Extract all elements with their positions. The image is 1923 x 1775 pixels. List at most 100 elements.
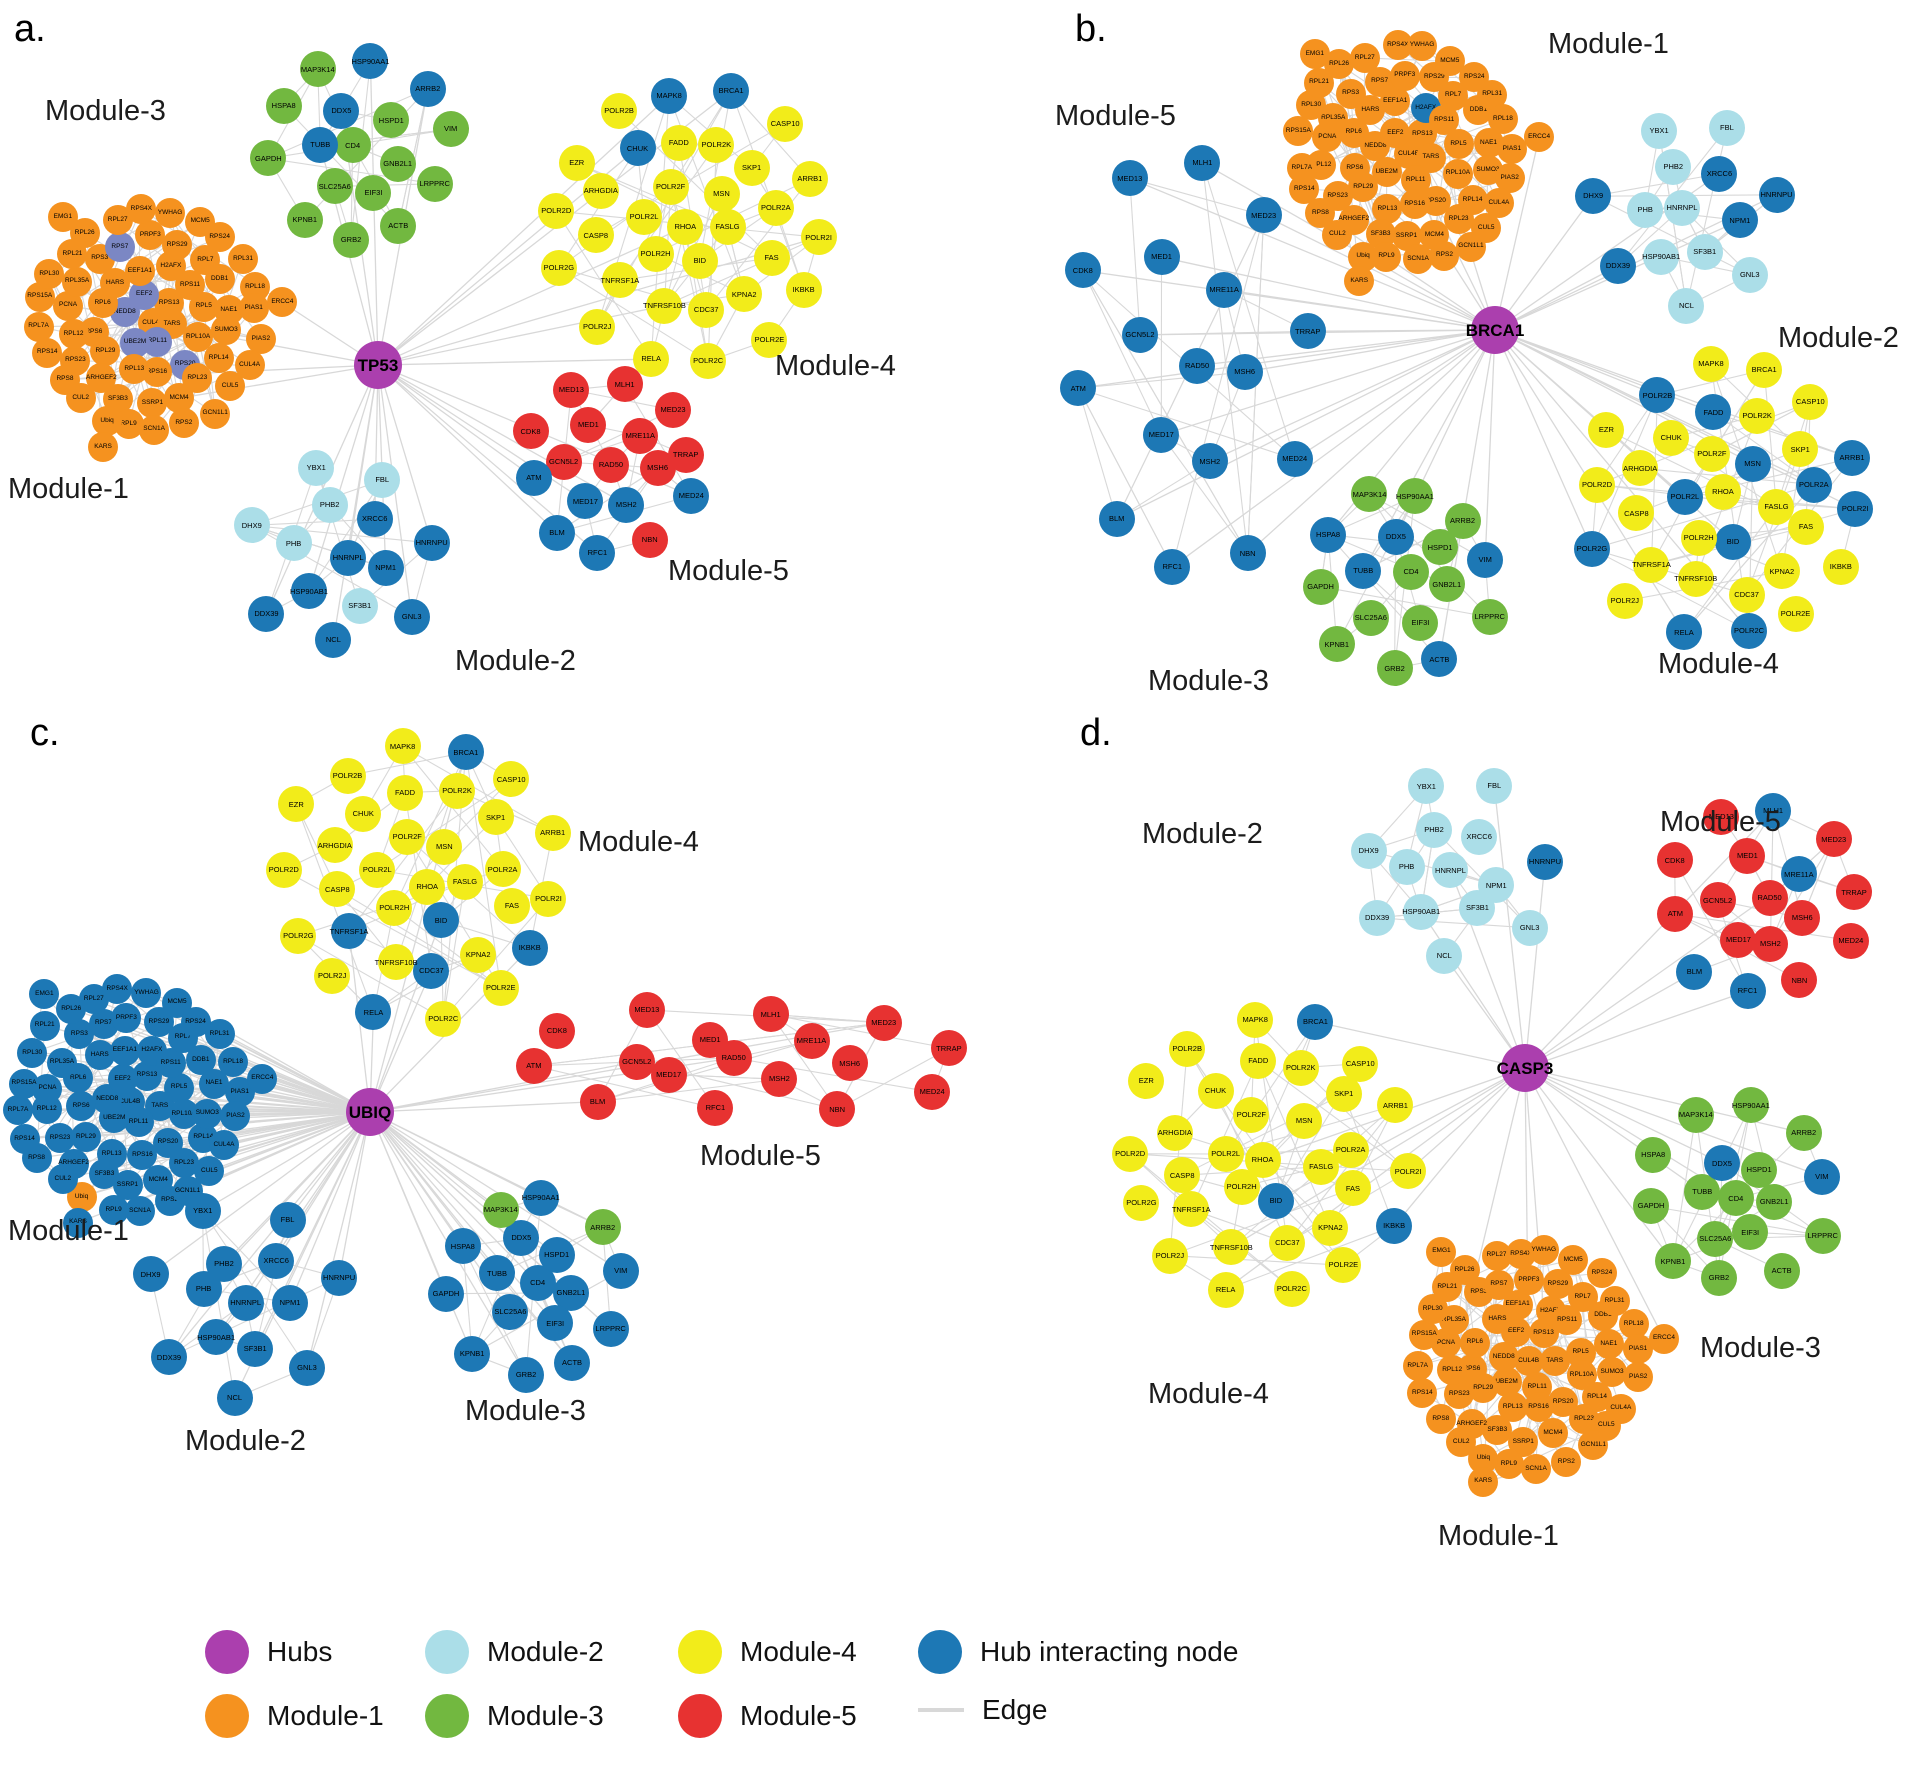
gene-node[interactable]: GAPDH — [427, 1275, 464, 1312]
hub-TP53[interactable]: TP53 — [354, 341, 402, 389]
hub-CASP3[interactable]: CASP3 — [1497, 1044, 1553, 1092]
gene-node[interactable]: RPL26 — [1449, 1255, 1480, 1286]
gene-node[interactable]: RPL10A — [1442, 158, 1473, 189]
gene-node[interactable]: XRCC6 — [1701, 155, 1738, 192]
gene-node[interactable]: RPS16 — [1399, 188, 1430, 219]
gene-node[interactable]: MAP3K14 — [1677, 1097, 1714, 1134]
gene-node[interactable]: CD4 — [1717, 1180, 1754, 1217]
gene-node[interactable]: RAD50 — [1751, 879, 1788, 916]
gene-node[interactable]: ARRB2 — [584, 1209, 621, 1246]
gene-node[interactable]: RPL7A — [1402, 1350, 1433, 1381]
gene-node[interactable]: EEF2 — [107, 1064, 138, 1095]
gene-node[interactable]: RPL29 — [70, 1122, 101, 1153]
gene-node[interactable]: MED23 — [655, 391, 692, 428]
gene-node[interactable]: SCN1A — [139, 414, 170, 445]
gene-node[interactable]: NCL — [1668, 288, 1705, 325]
gene-node[interactable]: GRB2 — [333, 221, 370, 258]
gene-node[interactable]: POLR2L — [1207, 1136, 1244, 1172]
gene-node[interactable]: NBN — [631, 521, 668, 558]
gene-node[interactable]: UBE2M — [120, 327, 151, 358]
gene-node[interactable]: RPS6 — [66, 1090, 97, 1121]
gene-node[interactable]: SLC25A6 — [316, 168, 353, 205]
gene-node[interactable]: RPS8 — [1425, 1404, 1456, 1435]
gene-node[interactable]: ATM — [1060, 370, 1097, 407]
gene-node[interactable]: MRE11A — [622, 417, 659, 454]
gene-node[interactable]: HNRNPL — [330, 540, 367, 577]
gene-node[interactable]: POLR2A — [484, 851, 521, 888]
gene-node[interactable]: LRPPRC — [1804, 1217, 1841, 1254]
gene-node[interactable]: YBX1 — [184, 1192, 221, 1229]
gene-node[interactable]: MSH6 — [1784, 899, 1821, 936]
gene-node[interactable]: ERCC4 — [1648, 1323, 1679, 1354]
gene-node[interactable]: BID — [681, 242, 718, 279]
gene-node[interactable]: MED17 — [650, 1056, 687, 1093]
gene-node[interactable]: POLR2C — [1273, 1270, 1310, 1307]
gene-node[interactable]: SLC25A6 — [492, 1293, 529, 1330]
gene-node[interactable]: GNB2L1 — [1428, 566, 1465, 603]
gene-node[interactable]: MCM4 — [1537, 1417, 1568, 1448]
gene-node[interactable]: MRE11A — [1206, 271, 1243, 308]
gene-node[interactable]: POLR2H — [1223, 1168, 1260, 1205]
gene-node[interactable]: HNRNPL — [227, 1284, 264, 1321]
gene-node[interactable]: EZR — [558, 145, 595, 182]
gene-node[interactable]: HNRNPU — [1758, 176, 1795, 213]
gene-node[interactable]: BLM — [1098, 501, 1135, 538]
gene-node[interactable]: RPS15A — [9, 1068, 40, 1099]
gene-node[interactable]: RHOA — [1704, 474, 1741, 511]
gene-node[interactable]: RPS6 — [1339, 153, 1370, 183]
gene-node[interactable]: IKBKB — [1376, 1208, 1413, 1245]
gene-node[interactable]: RPL27 — [1349, 42, 1380, 73]
gene-node[interactable]: EIF3I — [355, 174, 392, 211]
gene-node[interactable]: CHUK — [1197, 1072, 1234, 1109]
gene-node[interactable]: FADD — [660, 125, 697, 162]
gene-node[interactable]: EZR — [1588, 411, 1625, 448]
gene-node[interactable]: CDK8 — [1656, 842, 1693, 879]
gene-node[interactable]: HSP90AB1 — [1402, 893, 1440, 930]
gene-node[interactable]: MRE11A — [1780, 856, 1817, 893]
gene-node[interactable]: EEF1A1 — [124, 255, 155, 286]
gene-node[interactable]: PHB — [275, 525, 312, 562]
gene-node[interactable]: CD4 — [334, 127, 371, 164]
gene-node[interactable]: ARRB1 — [1834, 440, 1871, 477]
gene-node[interactable]: RPL7A — [3, 1095, 34, 1126]
gene-node[interactable]: MSN — [1286, 1102, 1323, 1139]
gene-node[interactable]: POLR2D — [1112, 1135, 1149, 1172]
gene-node[interactable]: GRB2 — [1376, 650, 1413, 687]
gene-node[interactable]: RAD50 — [1179, 347, 1216, 384]
gene-node[interactable]: RPL7A — [23, 311, 54, 342]
gene-node[interactable]: GAPDH — [1633, 1188, 1670, 1225]
gene-node[interactable]: RHOA — [667, 208, 704, 245]
gene-node[interactable]: RPL31 — [204, 1019, 235, 1050]
gene-node[interactable]: CDC37 — [688, 291, 725, 328]
gene-node[interactable]: EMG1 — [47, 202, 78, 233]
gene-node[interactable]: RPL21 — [29, 1010, 60, 1041]
gene-node[interactable]: BRCA1 — [447, 734, 484, 771]
gene-node[interactable]: ARHGDIA — [582, 173, 619, 210]
gene-node[interactable]: ERCC4 — [247, 1063, 278, 1094]
gene-node[interactable]: GCN5L2 — [1699, 882, 1736, 919]
gene-node[interactable]: MAP3K14 — [482, 1191, 519, 1228]
gene-node[interactable]: HSPA8 — [1635, 1136, 1672, 1173]
gene-node[interactable]: RPL30 — [17, 1037, 48, 1068]
gene-node[interactable]: DDB1 — [204, 264, 235, 295]
gene-node[interactable]: TRRAP — [1289, 313, 1326, 350]
gene-node[interactable]: SCN1A — [124, 1196, 155, 1227]
gene-node[interactable]: POLR2A — [1332, 1131, 1369, 1168]
gene-node[interactable]: ARRB2 — [1444, 502, 1481, 539]
gene-node[interactable]: LRPPRC — [592, 1311, 629, 1348]
gene-node[interactable]: GCN1L1 — [1455, 231, 1486, 262]
gene-node[interactable]: POLR2I — [530, 880, 567, 917]
gene-node[interactable]: CASP10 — [767, 105, 804, 142]
gene-node[interactable]: MRE11A — [793, 1022, 830, 1059]
gene-node[interactable]: DDX5 — [1377, 518, 1414, 555]
gene-node[interactable]: MED1 — [692, 1021, 729, 1058]
gene-node[interactable]: MAP3K14 — [299, 51, 336, 88]
gene-node[interactable]: PHB2 — [1655, 148, 1692, 185]
gene-node[interactable]: RPS2 — [1429, 240, 1460, 271]
gene-node[interactable]: HNRNPU — [413, 525, 450, 562]
gene-node[interactable]: GCN5L2 — [618, 1043, 655, 1080]
gene-node[interactable]: RPL13 — [119, 353, 150, 384]
gene-node[interactable]: XRCC6 — [258, 1242, 295, 1279]
gene-node[interactable]: POLR2J — [579, 308, 616, 345]
gene-node[interactable]: FBL — [1708, 110, 1745, 147]
